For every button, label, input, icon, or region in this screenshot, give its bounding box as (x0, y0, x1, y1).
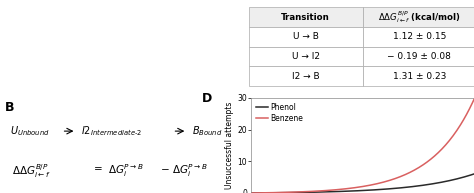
Text: B: B (5, 101, 14, 114)
Text: $\Delta\Delta G_{i\leftarrow f}^{B/P}$: $\Delta\Delta G_{i\leftarrow f}^{B/P}$ (12, 163, 51, 180)
Y-axis label: Unsuccessful attempts: Unsuccessful attempts (225, 102, 234, 189)
Line: Benzene: Benzene (251, 99, 474, 193)
Line: Phenol: Phenol (251, 174, 474, 193)
Text: D: D (202, 92, 212, 105)
Phenol (471, 173, 474, 175)
Text: $\Delta G_{i}^{P\rightarrow B}$: $\Delta G_{i}^{P\rightarrow B}$ (109, 163, 144, 179)
Phenol (385, 188, 391, 190)
Benzene (436, 151, 442, 153)
Benzene (248, 192, 254, 193)
Text: $B_{Bound}$: $B_{Bound}$ (192, 124, 223, 138)
Phenol (450, 179, 456, 181)
Phenol (248, 192, 254, 193)
Phenol (380, 188, 386, 190)
Benzene (380, 181, 386, 183)
Benzene (450, 135, 456, 137)
Text: $U_{Unbound}$: $U_{Unbound}$ (10, 124, 50, 138)
Benzene (385, 180, 391, 182)
Benzene (471, 98, 474, 101)
Text: $\Delta G_{i}^{P\rightarrow B}$: $\Delta G_{i}^{P\rightarrow B}$ (173, 163, 208, 179)
Legend: Phenol, Benzene: Phenol, Benzene (255, 102, 305, 124)
Text: $I2_{Intermediate\text{-}2}$: $I2_{Intermediate\text{-}2}$ (82, 124, 143, 138)
Text: $=$: $=$ (91, 163, 103, 173)
Phenol (249, 192, 255, 193)
Text: $-$: $-$ (160, 163, 170, 173)
Phenol (436, 182, 442, 184)
Phenol (381, 188, 387, 190)
Benzene (249, 192, 255, 193)
Benzene (381, 181, 387, 183)
